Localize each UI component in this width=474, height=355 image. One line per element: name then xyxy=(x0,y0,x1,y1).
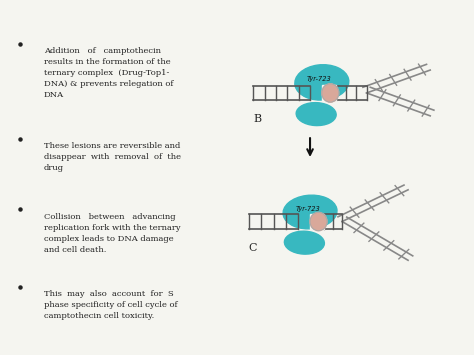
Text: Collision   between   advancing
replication fork with the ternary
complex leads : Collision between advancing replication … xyxy=(44,213,181,254)
Ellipse shape xyxy=(296,103,336,126)
Ellipse shape xyxy=(283,195,337,229)
Ellipse shape xyxy=(295,65,349,100)
Text: B: B xyxy=(254,114,262,124)
Ellipse shape xyxy=(310,212,327,231)
Text: Tyr-723: Tyr-723 xyxy=(295,206,320,212)
Ellipse shape xyxy=(322,84,339,102)
Bar xyxy=(322,85,336,101)
Bar xyxy=(310,214,324,229)
Text: C: C xyxy=(249,243,257,253)
Text: These lesions are reversible and
disappear  with  removal  of  the
drug: These lesions are reversible and disappe… xyxy=(44,142,181,172)
Text: Addition   of   camptothecin
results in the formation of the
ternary complex  (D: Addition of camptothecin results in the … xyxy=(44,47,173,99)
Text: Tyr-723: Tyr-723 xyxy=(307,76,332,82)
Ellipse shape xyxy=(284,231,324,254)
Text: This  may  also  account  for  S
phase specificity of cell cycle of
camptothecin: This may also account for S phase specif… xyxy=(44,290,177,320)
